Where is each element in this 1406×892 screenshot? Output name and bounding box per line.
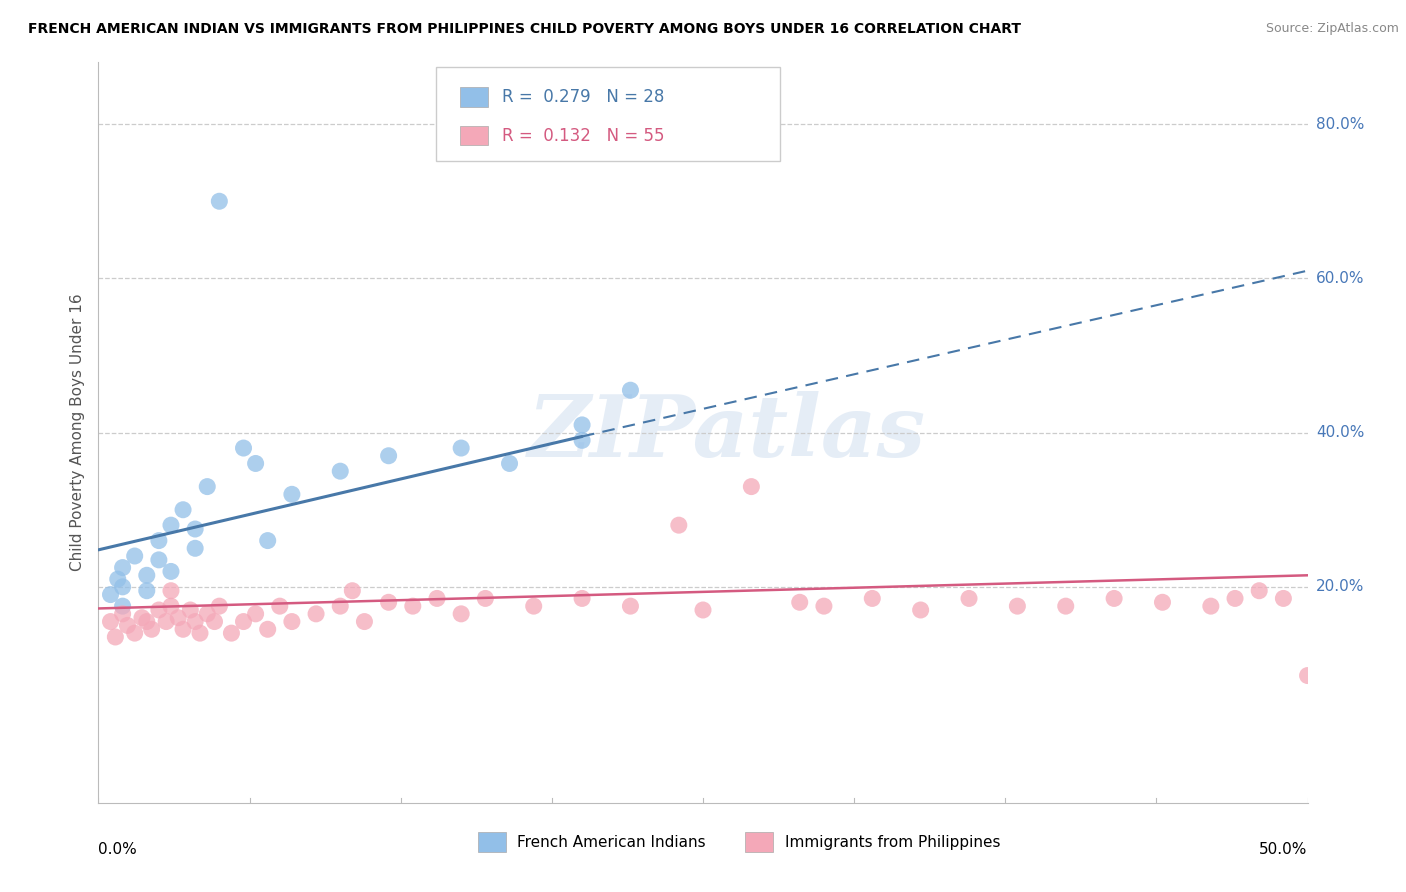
- Point: [221, 626, 243, 640]
- Point: [1007, 599, 1029, 614]
- Point: [342, 583, 364, 598]
- Point: [167, 610, 190, 624]
- Point: [124, 626, 146, 640]
- Point: [789, 595, 811, 609]
- Point: [100, 615, 122, 629]
- Text: French American Indians: French American Indians: [517, 835, 706, 849]
- Point: [135, 615, 157, 629]
- Text: 20.0%: 20.0%: [1316, 580, 1364, 594]
- Point: [135, 568, 157, 582]
- Point: [281, 487, 304, 501]
- Point: [269, 599, 291, 614]
- Point: [910, 603, 932, 617]
- Point: [160, 583, 183, 598]
- Point: [1152, 595, 1174, 609]
- Point: [131, 610, 153, 624]
- Point: [523, 599, 546, 614]
- Text: Source: ZipAtlas.com: Source: ZipAtlas.com: [1265, 22, 1399, 36]
- Point: [232, 615, 254, 629]
- Point: [172, 502, 194, 516]
- Point: [111, 607, 134, 621]
- Point: [329, 464, 352, 478]
- Point: [160, 518, 183, 533]
- Point: [232, 441, 254, 455]
- Point: [188, 626, 211, 640]
- Point: [957, 591, 980, 606]
- Text: R =  0.132   N = 55: R = 0.132 N = 55: [502, 127, 665, 145]
- Point: [124, 549, 146, 563]
- Point: [195, 480, 218, 494]
- Point: [117, 618, 139, 632]
- Point: [160, 565, 183, 579]
- Text: R =  0.279   N = 28: R = 0.279 N = 28: [502, 88, 664, 106]
- Point: [245, 607, 267, 621]
- Point: [668, 518, 690, 533]
- Point: [141, 622, 163, 636]
- Y-axis label: Child Poverty Among Boys Under 16: Child Poverty Among Boys Under 16: [69, 293, 84, 572]
- Text: 50.0%: 50.0%: [1260, 842, 1308, 856]
- Point: [450, 441, 472, 455]
- Point: [619, 383, 641, 397]
- Point: [377, 595, 399, 609]
- Point: [208, 599, 231, 614]
- Point: [1199, 599, 1222, 614]
- Point: [329, 599, 352, 614]
- Point: [740, 480, 762, 494]
- Point: [148, 533, 170, 548]
- Point: [1296, 668, 1319, 682]
- Point: [474, 591, 496, 606]
- Text: 40.0%: 40.0%: [1316, 425, 1364, 440]
- Point: [305, 607, 328, 621]
- Point: [148, 603, 170, 617]
- Text: ZIPatlas: ZIPatlas: [529, 391, 927, 475]
- Point: [208, 194, 231, 209]
- Point: [498, 457, 520, 471]
- Point: [860, 591, 883, 606]
- Point: [104, 630, 127, 644]
- Point: [245, 457, 267, 471]
- Point: [571, 434, 593, 448]
- Point: [204, 615, 226, 629]
- Point: [179, 603, 201, 617]
- Point: [195, 607, 218, 621]
- Text: FRENCH AMERICAN INDIAN VS IMMIGRANTS FROM PHILIPPINES CHILD POVERTY AMONG BOYS U: FRENCH AMERICAN INDIAN VS IMMIGRANTS FRO…: [28, 22, 1021, 37]
- Text: 80.0%: 80.0%: [1316, 117, 1364, 132]
- Point: [813, 599, 835, 614]
- Point: [148, 553, 170, 567]
- Point: [1102, 591, 1125, 606]
- Point: [107, 572, 129, 586]
- Point: [184, 541, 207, 556]
- Text: Immigrants from Philippines: Immigrants from Philippines: [785, 835, 1000, 849]
- Point: [256, 533, 278, 548]
- Point: [619, 599, 641, 614]
- Point: [353, 615, 375, 629]
- Point: [1054, 599, 1077, 614]
- Point: [281, 615, 304, 629]
- Point: [184, 522, 207, 536]
- Point: [377, 449, 399, 463]
- Point: [111, 599, 134, 614]
- Point: [172, 622, 194, 636]
- Point: [160, 599, 183, 614]
- Point: [571, 417, 593, 432]
- Point: [426, 591, 449, 606]
- Point: [692, 603, 714, 617]
- Point: [1223, 591, 1246, 606]
- Point: [1249, 583, 1271, 598]
- Point: [100, 588, 122, 602]
- Point: [111, 560, 134, 574]
- Point: [184, 615, 207, 629]
- Point: [450, 607, 472, 621]
- Point: [256, 622, 278, 636]
- Point: [1272, 591, 1295, 606]
- Point: [571, 591, 593, 606]
- Point: [155, 615, 177, 629]
- Point: [135, 583, 157, 598]
- Text: 60.0%: 60.0%: [1316, 271, 1364, 285]
- Point: [111, 580, 134, 594]
- Point: [402, 599, 425, 614]
- Text: 0.0%: 0.0%: [98, 842, 138, 856]
